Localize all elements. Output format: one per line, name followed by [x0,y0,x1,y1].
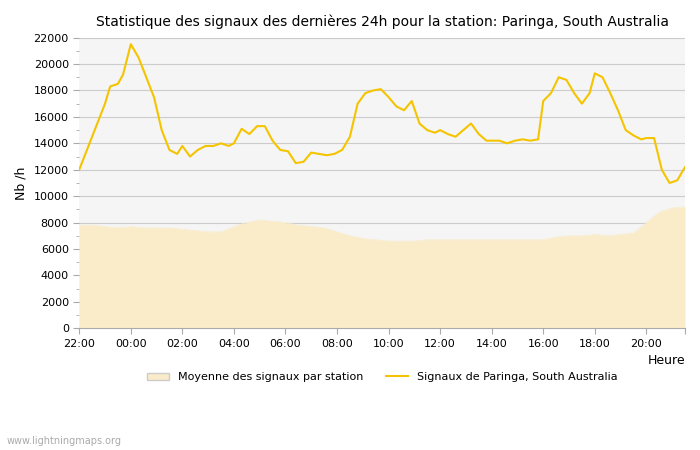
Title: Statistique des signaux des dernières 24h pour la station: Paringa, South Austra: Statistique des signaux des dernières 24… [96,15,668,30]
Legend: Moyenne des signaux par station, Signaux de Paringa, South Australia: Moyenne des signaux par station, Signaux… [142,368,622,387]
X-axis label: Heure: Heure [648,354,685,367]
Text: www.lightningmaps.org: www.lightningmaps.org [7,436,122,446]
Y-axis label: Nb /h: Nb /h [15,166,28,200]
